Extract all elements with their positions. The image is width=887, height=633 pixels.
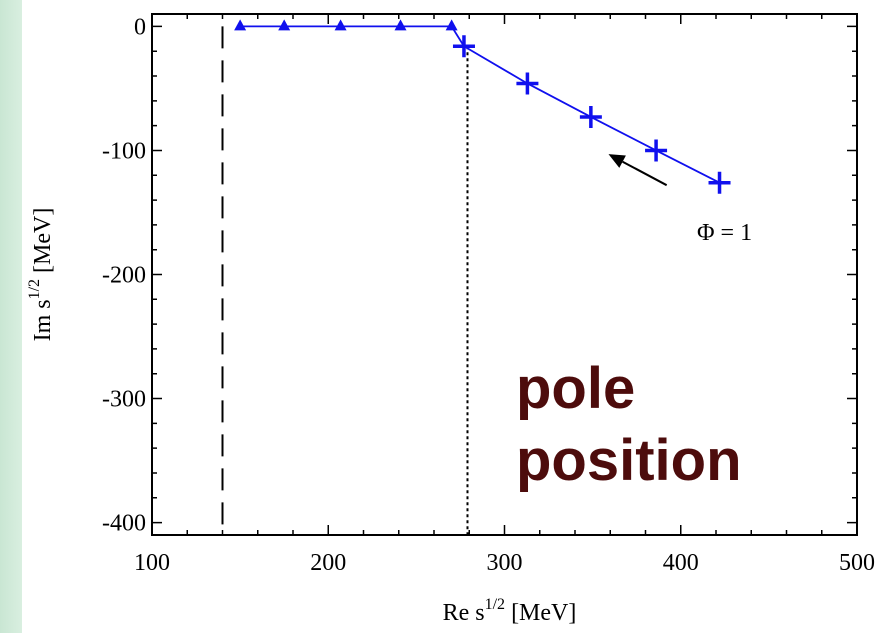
y-tick-label: -300 [102, 387, 146, 413]
x-axis-title-main: Re s [443, 600, 485, 626]
y-axis-title: Im s1/2 [MeV] [26, 208, 56, 342]
phi-label: Φ = 1 [697, 220, 752, 246]
data-markers [234, 19, 731, 194]
y-axis-title-main: Im s [30, 299, 56, 341]
y-axis-title-unit: [MeV] [30, 208, 56, 273]
y-tick-label: 0 [134, 14, 146, 40]
triangle-marker [394, 19, 407, 31]
phi-arrow [622, 160, 668, 187]
trajectory-line [240, 25, 720, 184]
x-tick-label: 500 [839, 550, 875, 576]
triangle-marker [234, 19, 247, 31]
y-tick-label: -100 [102, 138, 146, 164]
x-axis-title-sup: 1/2 [485, 596, 505, 613]
triangle-marker [445, 19, 458, 31]
plus-marker [516, 72, 539, 95]
reference-lines [221, 26, 469, 535]
phi-annotation: Φ = 1 [608, 154, 752, 246]
overlay-text-position: position [516, 428, 742, 493]
y-tick-label: -200 [102, 263, 146, 289]
x-tick-label: 200 [310, 550, 346, 576]
plus-marker [708, 171, 731, 194]
axis-ticks [151, 14, 858, 535]
y-tick-label: -400 [102, 511, 146, 537]
left-decorative-band [0, 0, 22, 633]
x-tick-label: 100 [134, 550, 170, 576]
y-axis-title-sup: 1/2 [26, 279, 43, 299]
plot-frame [151, 13, 858, 536]
x-axis-title-unit: [MeV] [511, 600, 576, 626]
y-tick-labels: 0 -100 -200 -300 -400 [102, 14, 146, 536]
x-axis-title: Re s1/2 [MeV] [443, 596, 577, 626]
plus-marker [645, 139, 668, 162]
overlay-text-pole: pole [516, 356, 635, 421]
pole-trajectory [240, 25, 720, 184]
phi-arrow-head [608, 154, 626, 168]
x-tick-label: 400 [663, 550, 699, 576]
triangle-marker [334, 19, 347, 31]
plus-marker [452, 35, 475, 58]
triangle-marker [278, 19, 291, 31]
x-tick-label: 300 [487, 550, 523, 576]
plus-marker [579, 105, 602, 128]
x-tick-labels: 100 200 300 400 500 [134, 550, 875, 576]
